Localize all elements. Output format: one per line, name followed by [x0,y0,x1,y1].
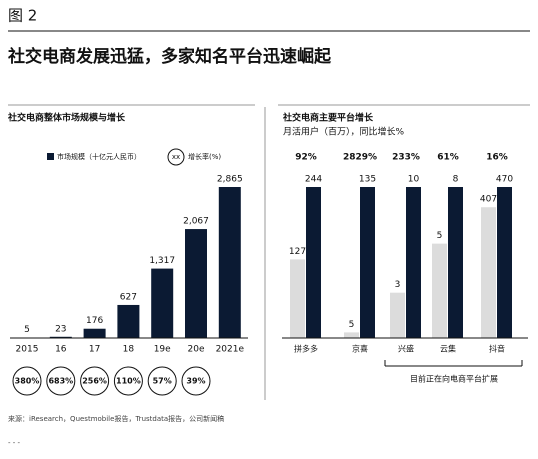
x-tick-label: 兴盛 [398,344,414,354]
x-tick-label: 云集 [440,344,456,354]
value-label: 1,317 [149,256,175,266]
bar [218,187,241,338]
value-label: 407 [480,195,497,205]
bar [406,187,421,338]
value-label: 5 [349,320,355,330]
x-tick-label: 20e [188,345,205,355]
legend-label: 市场规模（十亿元人民币） [57,152,141,161]
bar [117,304,140,338]
legend-swatch [47,153,54,160]
chart-title: 社交电商整体市场规模与增长 [7,112,126,124]
value-label: 470 [496,175,513,185]
growth-label: 61% [437,153,459,163]
annotation: 目前正在向电商平台扩展 [410,374,498,384]
bar [390,292,405,338]
bar [481,207,496,338]
value-label: 127 [289,247,306,257]
x-tick-label: 2021e [216,345,245,355]
growth-circle [46,366,76,396]
growth-label: 256% [82,377,107,386]
growth-circle [80,366,110,396]
chart-title: 社交电商主要平台增长 [282,112,374,124]
chart-subtitle: 月活用户（百万），同比增长% [283,126,405,138]
value-label: 2,865 [217,175,243,185]
value-label: 8 [453,175,459,185]
x-tick-label: 19e [154,345,171,355]
bar [49,336,72,338]
legend-label: 增长率(%) [188,152,221,161]
legend-circle [167,148,185,166]
source: 来源：iResearch，Questmobile报告，Trustdata报告，公… [8,414,224,423]
page-title: 社交电商发展迅猛，多家知名平台迅速崛起 [7,46,332,67]
value-label: 3 [395,280,401,290]
value-label: 5 [24,325,30,335]
growth-label: 57% [153,377,172,386]
growth-label: 233% [392,153,420,163]
value-label: 627 [120,292,137,302]
bar [185,229,207,338]
x-tick-label: 16 [55,345,67,355]
bar [497,187,512,338]
legend-marker: xx [172,153,180,161]
bar [432,243,447,338]
footer-mark: - - - [8,439,21,447]
figure-label: 图 2 [8,7,37,25]
value-label: 176 [86,316,103,326]
bar [448,187,463,338]
bar [83,328,106,338]
growth-circle [113,366,143,396]
value-label: 10 [408,175,420,185]
growth-label: 683% [48,377,73,386]
bar [306,187,321,338]
bar [151,268,174,338]
x-tick-label: 拼多多 [294,344,318,354]
value-label: 135 [359,175,376,185]
growth-label: 380% [15,377,40,386]
bar [344,332,359,338]
growth-label: 2829% [343,153,377,163]
growth-label: 16% [486,153,508,163]
growth-label: 39% [186,377,205,386]
value-label: 244 [305,175,322,185]
bar [360,187,375,338]
x-tick-label: 2015 [16,345,39,355]
bar [290,259,305,338]
x-tick-label: 18 [123,345,135,355]
x-tick-label: 京喜 [352,344,368,354]
growth-circle [181,366,211,396]
value-label: 5 [437,231,443,241]
growth-circle [147,366,177,396]
growth-label: 110% [116,377,141,386]
x-tick-label: 17 [89,345,100,355]
growth-label: 92% [295,153,317,163]
x-tick-label: 抖音 [489,344,505,354]
value-label: 2,067 [183,217,209,227]
growth-circle [12,366,42,396]
value-label: 23 [55,324,66,334]
